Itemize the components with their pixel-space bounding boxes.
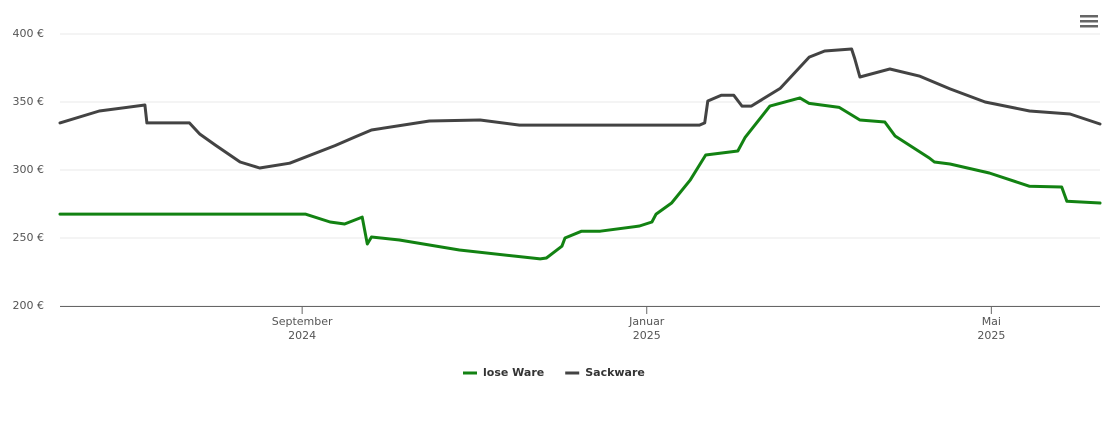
series-line — [58, 47, 1102, 170]
menu-bar — [1080, 25, 1098, 28]
legend: lose Ware Sackware — [463, 366, 645, 379]
legend-item[interactable]: Sackware — [565, 366, 645, 379]
legend-label: lose Ware — [483, 366, 544, 379]
y-tick-label: 400 € — [13, 27, 45, 40]
y-tick-label: 350 € — [13, 95, 45, 108]
menu-bar — [1080, 15, 1098, 18]
y-tick-label: 200 € — [13, 299, 45, 312]
x-tick-label: September 2024 — [272, 315, 333, 342]
menu-bar — [1080, 20, 1098, 23]
x-tick-label: Mai 2025 — [977, 315, 1005, 342]
y-tick-label: 250 € — [13, 231, 45, 244]
series-line — [58, 96, 1102, 261]
y-tick-label: 300 € — [13, 163, 45, 176]
x-tick-label: Januar 2025 — [628, 315, 665, 342]
legend-item[interactable]: lose Ware — [463, 366, 544, 379]
legend-label: Sackware — [585, 366, 645, 379]
menu-button[interactable] — [1080, 15, 1098, 28]
